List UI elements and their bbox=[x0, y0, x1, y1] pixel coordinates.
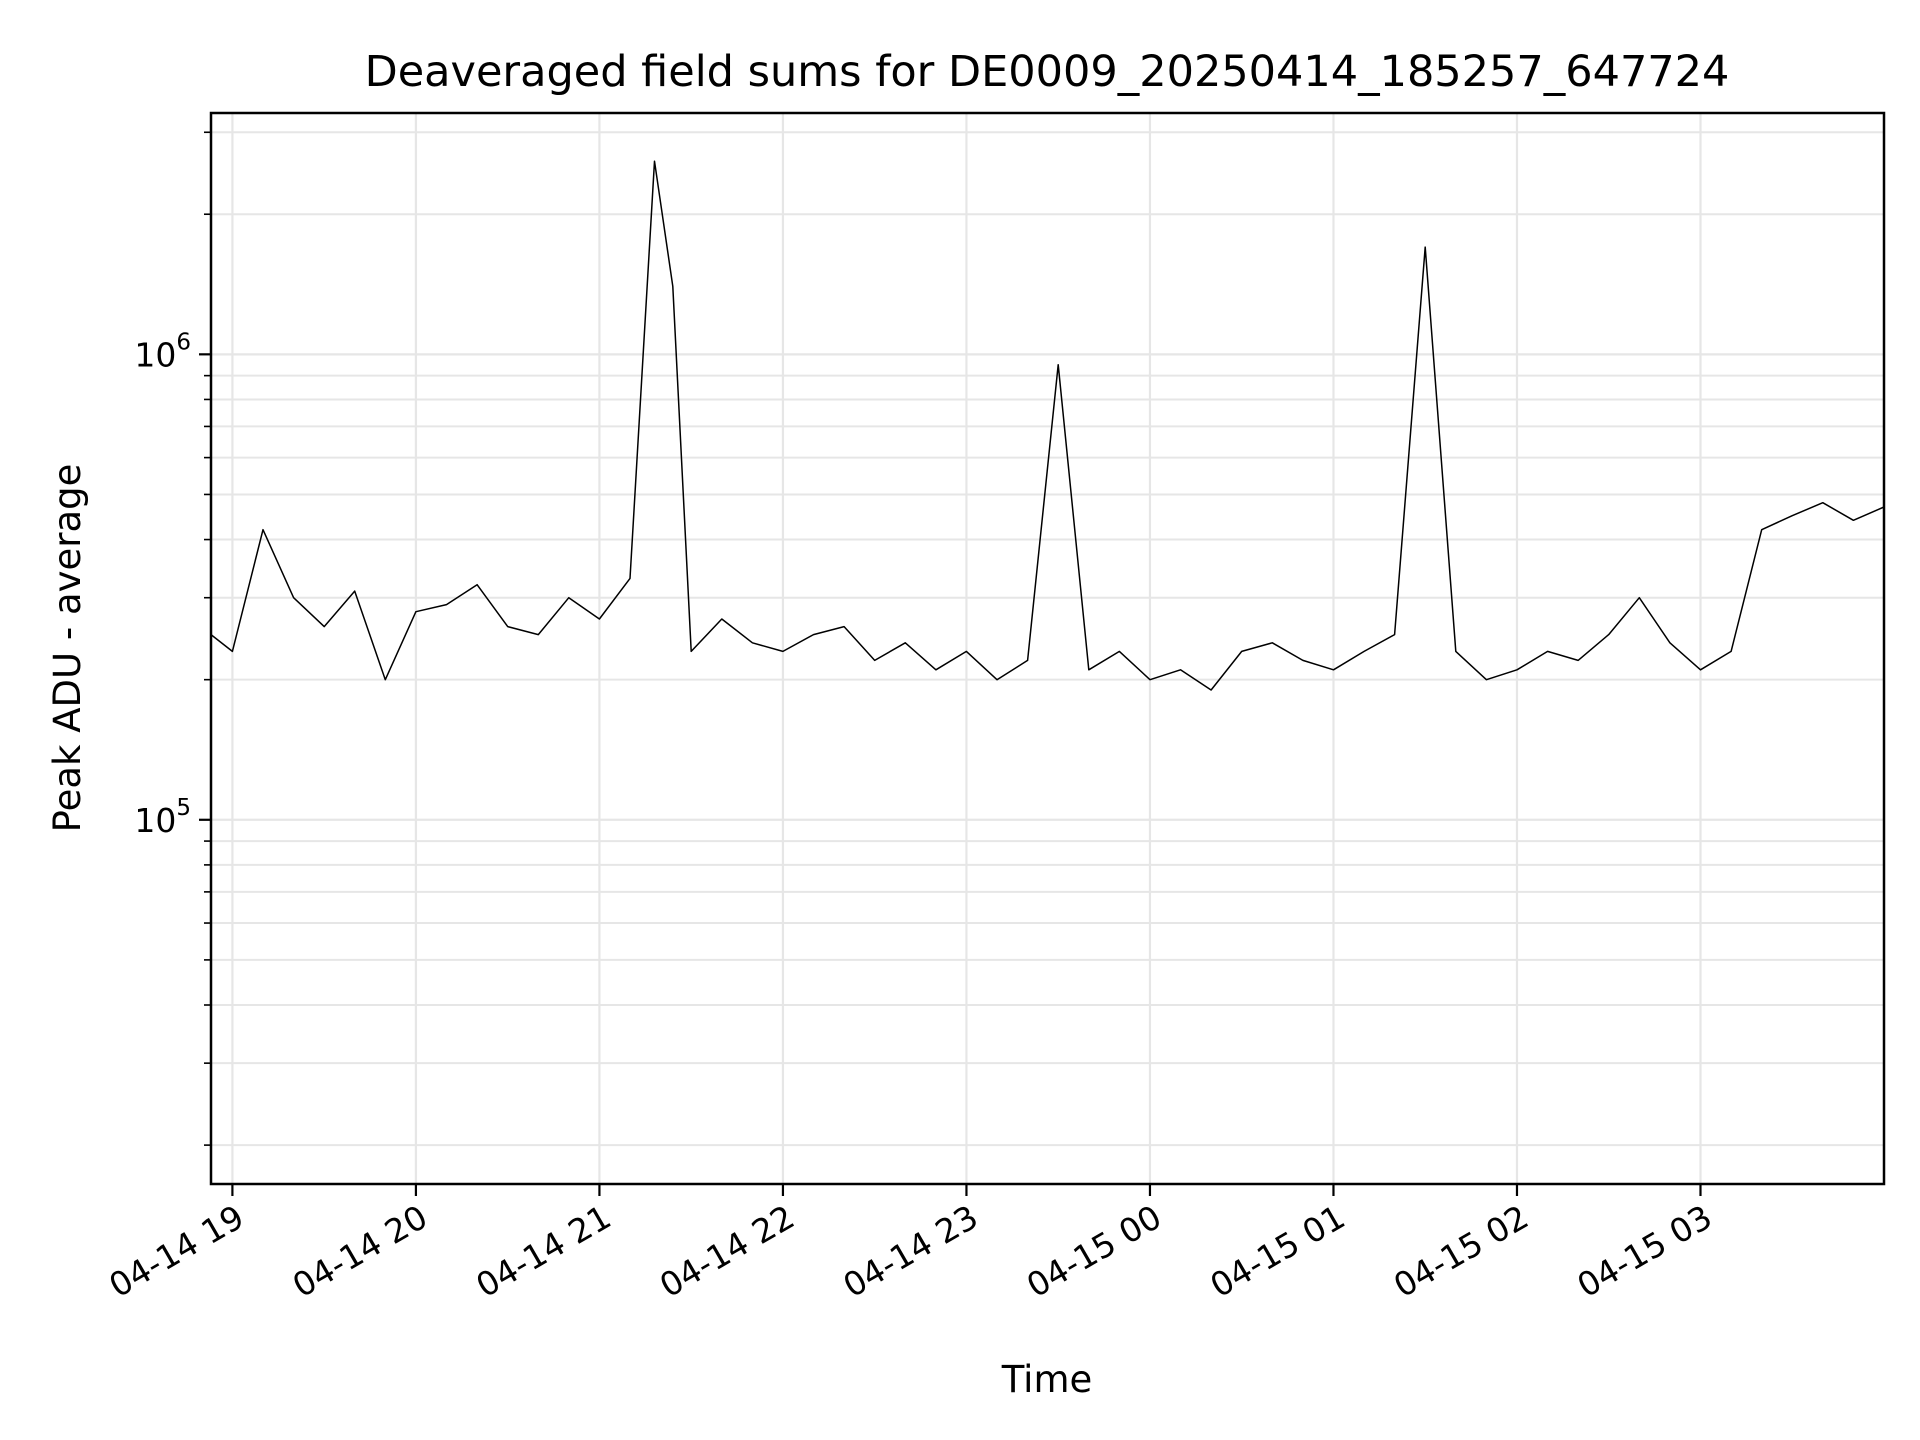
chart-title: Deaveraged field sums for DE0009_2025041… bbox=[365, 47, 1730, 97]
series-layer bbox=[210, 160, 1885, 691]
y-tick-label: 106 bbox=[134, 329, 191, 374]
grid bbox=[211, 113, 1884, 1184]
series-line bbox=[210, 160, 1885, 691]
y-tick-label: 105 bbox=[134, 795, 191, 840]
y-axis-label: Peak ADU - average bbox=[46, 464, 89, 833]
plot-frame bbox=[209, 111, 1886, 1186]
y-axis: 105 106 bbox=[134, 131, 211, 1146]
x-axis-label: Time bbox=[1001, 1358, 1093, 1401]
